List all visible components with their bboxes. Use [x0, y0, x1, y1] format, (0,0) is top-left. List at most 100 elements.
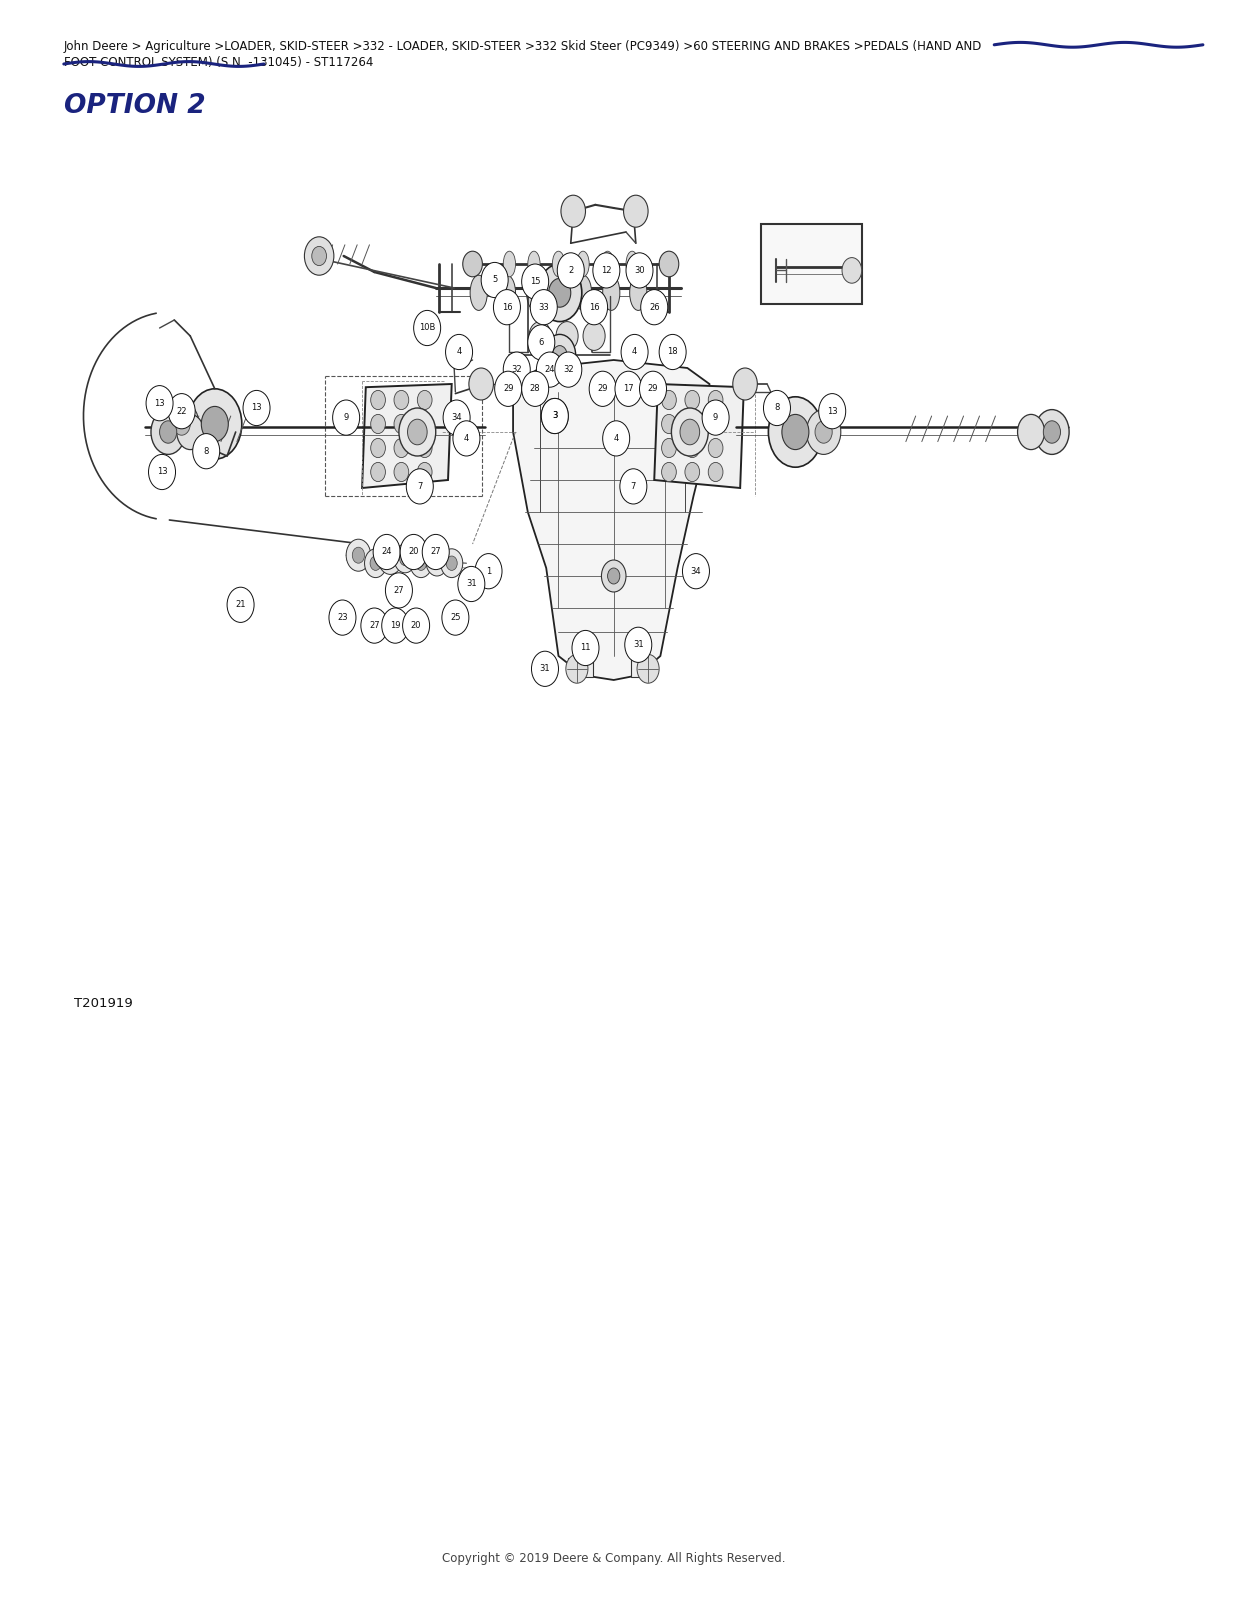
Text: 24: 24: [381, 547, 392, 557]
Circle shape: [440, 549, 463, 578]
Text: 8: 8: [204, 446, 209, 456]
Circle shape: [549, 278, 570, 307]
Text: 31: 31: [539, 664, 550, 674]
Circle shape: [815, 421, 833, 443]
Circle shape: [382, 608, 408, 643]
Circle shape: [709, 438, 722, 458]
Text: 16: 16: [502, 302, 512, 312]
Circle shape: [602, 421, 630, 456]
Circle shape: [522, 371, 549, 406]
Text: 17: 17: [623, 384, 633, 394]
Text: T201919: T201919: [74, 997, 132, 1010]
Circle shape: [173, 413, 190, 435]
Text: 11: 11: [580, 643, 591, 653]
Ellipse shape: [553, 251, 564, 277]
Circle shape: [659, 334, 687, 370]
Polygon shape: [513, 360, 710, 680]
Circle shape: [400, 550, 411, 565]
Circle shape: [703, 400, 729, 435]
Circle shape: [522, 264, 549, 299]
Circle shape: [557, 253, 584, 288]
Text: 13: 13: [826, 406, 837, 416]
Text: 9: 9: [344, 413, 349, 422]
Text: 29: 29: [597, 384, 607, 394]
Text: 10B: 10B: [419, 323, 435, 333]
Circle shape: [371, 390, 386, 410]
Text: 22: 22: [177, 406, 187, 416]
Circle shape: [333, 400, 360, 435]
Circle shape: [782, 414, 809, 450]
Circle shape: [637, 654, 659, 683]
Ellipse shape: [527, 275, 544, 310]
Circle shape: [580, 290, 607, 325]
Circle shape: [374, 534, 400, 570]
Text: 31: 31: [466, 579, 476, 589]
Circle shape: [422, 534, 449, 570]
Circle shape: [395, 438, 408, 458]
Circle shape: [202, 406, 229, 442]
Circle shape: [768, 397, 823, 467]
Circle shape: [304, 237, 334, 275]
Ellipse shape: [470, 275, 487, 310]
Circle shape: [481, 262, 508, 298]
Circle shape: [531, 290, 557, 325]
Circle shape: [1018, 414, 1044, 450]
Circle shape: [641, 290, 668, 325]
Circle shape: [386, 573, 412, 608]
Circle shape: [685, 438, 700, 458]
Circle shape: [680, 419, 700, 445]
Circle shape: [371, 438, 386, 458]
Text: 1: 1: [486, 566, 491, 576]
Circle shape: [417, 390, 432, 410]
Circle shape: [607, 568, 620, 584]
Circle shape: [571, 630, 599, 666]
Circle shape: [662, 438, 677, 458]
Ellipse shape: [626, 251, 638, 277]
Circle shape: [371, 414, 386, 434]
Text: 26: 26: [649, 302, 659, 312]
Text: 13: 13: [157, 467, 167, 477]
Circle shape: [662, 390, 677, 410]
Circle shape: [475, 554, 502, 589]
Text: Copyright © 2019 Deere & Company. All Rights Reserved.: Copyright © 2019 Deere & Company. All Ri…: [442, 1552, 785, 1565]
Circle shape: [416, 557, 427, 571]
Circle shape: [165, 402, 199, 446]
Circle shape: [601, 560, 626, 592]
Text: 23: 23: [338, 613, 348, 622]
Circle shape: [463, 251, 482, 277]
Circle shape: [365, 549, 387, 578]
Ellipse shape: [601, 251, 614, 277]
Text: 29: 29: [648, 384, 658, 394]
Text: 7: 7: [631, 482, 636, 491]
Text: 21: 21: [235, 600, 246, 610]
Circle shape: [445, 334, 473, 370]
Text: 20: 20: [408, 547, 419, 557]
Text: 29: 29: [503, 384, 513, 394]
Text: FOOT CONTROL SYSTEM) (S.N. -131045) - ST117264: FOOT CONTROL SYSTEM) (S.N. -131045) - ST…: [64, 56, 374, 69]
Circle shape: [542, 398, 568, 434]
Text: 18: 18: [667, 347, 678, 357]
Ellipse shape: [576, 251, 589, 277]
Circle shape: [329, 600, 356, 635]
Circle shape: [640, 371, 667, 406]
Text: 30: 30: [635, 266, 644, 275]
Circle shape: [819, 394, 846, 429]
Text: 3: 3: [552, 411, 558, 421]
Circle shape: [807, 410, 841, 454]
Polygon shape: [362, 384, 452, 488]
Circle shape: [503, 352, 531, 387]
Text: 6: 6: [538, 338, 544, 347]
Text: 27: 27: [393, 586, 404, 595]
Bar: [631, 658, 656, 677]
Circle shape: [228, 587, 254, 622]
Circle shape: [494, 290, 521, 325]
Circle shape: [148, 454, 176, 490]
Circle shape: [683, 554, 710, 589]
Circle shape: [615, 371, 642, 406]
Circle shape: [593, 253, 620, 288]
Circle shape: [842, 258, 862, 283]
Text: 13: 13: [155, 398, 165, 408]
Circle shape: [709, 462, 722, 482]
Circle shape: [177, 414, 204, 450]
Text: 3: 3: [552, 411, 558, 421]
